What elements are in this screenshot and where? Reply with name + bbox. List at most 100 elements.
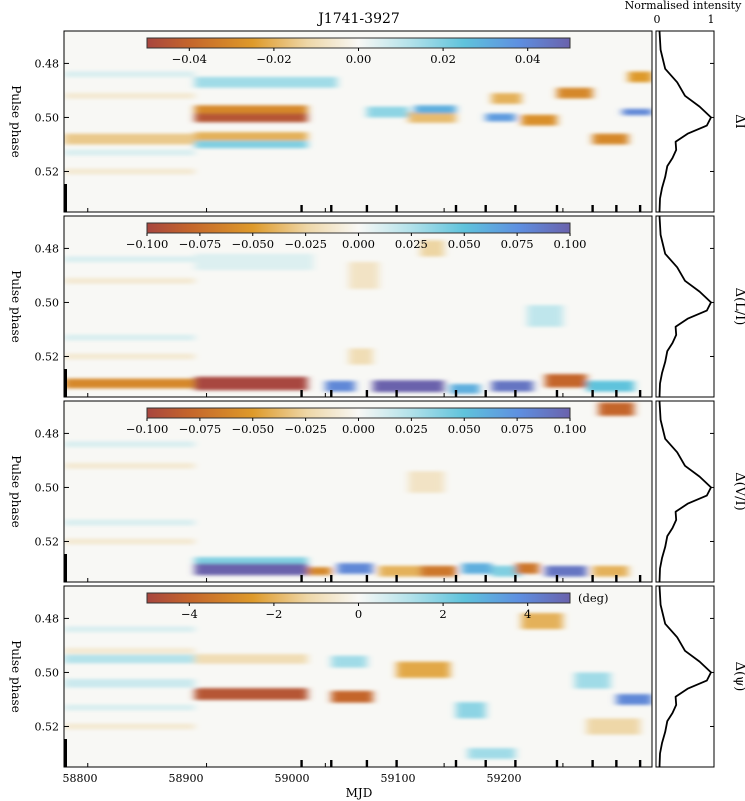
profile-tick-0: 0 bbox=[654, 13, 661, 26]
colorbar-tick-label-1: −0.02 bbox=[256, 52, 291, 66]
colorbar-tick-label-6: 0.050 bbox=[448, 237, 481, 251]
panel-delta-linear-polarisation: 0.48 0.50 0.52 Pulse phase −0.100 −0.075 −0.05… bbox=[9, 215, 745, 398]
colorbar bbox=[146, 222, 571, 234]
chart-title: J1741-3927 bbox=[316, 11, 400, 27]
heatmap-band bbox=[64, 92, 195, 99]
colorbar-tick-label-2: −0.050 bbox=[231, 237, 274, 251]
colorbar-tick-label-6: 0.050 bbox=[448, 422, 481, 436]
xtick-label-58900: 58900 bbox=[169, 772, 204, 785]
heatmap-feature-5 bbox=[491, 380, 534, 392]
colorbar-tick-label-8: 0.100 bbox=[554, 237, 587, 251]
heatmap-band bbox=[64, 334, 195, 341]
heatmap-feature-9 bbox=[521, 613, 563, 630]
profile-curve bbox=[658, 30, 712, 213]
xtick-label-59100: 59100 bbox=[381, 772, 416, 785]
profile-curve bbox=[658, 400, 712, 583]
heatmap-feature-0 bbox=[194, 112, 308, 123]
ytick-label-2: 0.52 bbox=[35, 350, 60, 363]
heatmap-band bbox=[64, 256, 195, 263]
panel-label: Δ(V/I) bbox=[732, 472, 745, 510]
heatmap-feature-3 bbox=[194, 140, 308, 149]
ytick-label-0: 0.48 bbox=[35, 612, 60, 625]
heatmap-frame bbox=[63, 400, 653, 583]
colorbar-tick-label-7: 0.075 bbox=[501, 422, 534, 436]
ytick-label-0: 0.48 bbox=[35, 427, 60, 440]
heatmap-feature-7 bbox=[491, 565, 522, 577]
profile-axis-label: Normalised intensity bbox=[625, 0, 742, 12]
heatmap-feature-3 bbox=[337, 563, 373, 574]
heatmap-feature-11 bbox=[521, 114, 557, 126]
colorbar-tick-label-3: 2 bbox=[439, 607, 446, 621]
colorbar-tick-label-5: 0.025 bbox=[395, 422, 428, 436]
y-axis-label: Pulse phase bbox=[9, 640, 23, 713]
heatmap-feature-6 bbox=[545, 374, 587, 388]
xtick-label-59000: 59000 bbox=[275, 772, 310, 785]
panel-delta-position-angle: 0.48 0.50 0.52 Pulse phase −4 −2 0 2 4 (deg) Δ(ψ) bbox=[9, 585, 745, 768]
heatmap-band bbox=[64, 538, 195, 545]
heatmap-feature-8 bbox=[467, 748, 516, 759]
colorbar-tick-label-8: 0.100 bbox=[554, 422, 587, 436]
heatmap-band bbox=[64, 626, 195, 633]
profile-frame bbox=[655, 30, 715, 213]
panel-delta-intensity: 0.48 0.50 0.52 Pulse phase −0.04 −0.02 0.00 0.0… bbox=[9, 30, 745, 213]
heatmap-band bbox=[64, 441, 195, 448]
heatmap-feature-14 bbox=[622, 108, 652, 116]
heatmap-delta-position-angle bbox=[64, 613, 652, 759]
heatmap-band bbox=[64, 353, 195, 360]
heatmap-feature-15 bbox=[628, 71, 652, 83]
heatmap-feature-1 bbox=[194, 654, 308, 664]
heatmap-band bbox=[64, 462, 195, 469]
heatmap-feature-6 bbox=[396, 661, 451, 678]
colorbar-tick-label-1: −2 bbox=[265, 607, 282, 621]
colorbar-tick-label-0: −4 bbox=[181, 607, 198, 621]
colorbar-tick-label-2: −0.050 bbox=[231, 422, 274, 436]
heatmap-feature-3 bbox=[372, 380, 445, 393]
heatmap-band bbox=[64, 704, 195, 711]
colorbar-tick-label-1: −0.075 bbox=[179, 422, 222, 436]
heatmap-feature-11 bbox=[598, 402, 635, 416]
heatmap-feature-10 bbox=[349, 348, 373, 365]
heatmap-feature-9 bbox=[485, 113, 516, 122]
heatmap-feature-10 bbox=[574, 672, 611, 689]
heatmap-feature-12 bbox=[586, 718, 641, 735]
heatmap-feature-4 bbox=[378, 565, 421, 577]
colorbar-tick-label-5: 0.025 bbox=[395, 237, 428, 251]
colorbar-unit: (deg) bbox=[578, 591, 609, 605]
colorbar bbox=[146, 37, 571, 49]
heatmap-feature-10 bbox=[491, 93, 522, 104]
ytick-label-1: 0.50 bbox=[35, 481, 60, 494]
heatmap-feature-10 bbox=[592, 565, 629, 577]
colorbar bbox=[146, 407, 571, 419]
colorbar-tick-label-3: −0.025 bbox=[284, 237, 327, 251]
colorbar-tick-label-3: −0.025 bbox=[284, 422, 327, 436]
ytick-label-2: 0.52 bbox=[35, 535, 60, 548]
heatmap-feature-6 bbox=[461, 563, 492, 574]
ytick-label-2: 0.52 bbox=[35, 720, 60, 733]
heatmap-feature-8 bbox=[515, 563, 540, 574]
heatmap-feature-12 bbox=[408, 471, 445, 493]
heatmap-feature-5 bbox=[420, 565, 456, 577]
colorbar bbox=[146, 592, 571, 604]
heatmap-feature-12 bbox=[556, 87, 593, 99]
heatmap-feature-2 bbox=[194, 132, 308, 141]
colorbar-tick-label-0: −0.100 bbox=[126, 422, 169, 436]
heatmap-feature-1 bbox=[194, 376, 308, 391]
heatmap-feature-2 bbox=[325, 380, 356, 392]
colorbar-tick-label-4: 0.04 bbox=[515, 52, 541, 66]
heatmap-feature-9 bbox=[349, 261, 379, 289]
panel-label: Δ(ψ) bbox=[732, 662, 745, 692]
ytick-label-1: 0.50 bbox=[35, 296, 60, 309]
heatmap-feature-5 bbox=[331, 655, 367, 668]
heatmap-frame bbox=[63, 215, 653, 398]
heatmap-feature-2 bbox=[307, 567, 332, 576]
heatmap-feature-4 bbox=[64, 133, 195, 145]
colorbar-tick-label-0: −0.04 bbox=[172, 52, 207, 66]
profile-tick-1: 1 bbox=[708, 13, 715, 26]
colorbar-tick-label-4: 4 bbox=[524, 607, 531, 621]
heatmap-feature-6 bbox=[366, 106, 409, 118]
ytick-label-0: 0.48 bbox=[35, 242, 60, 255]
ytick-label-1: 0.50 bbox=[35, 666, 60, 679]
xtick-label-59200: 59200 bbox=[487, 772, 522, 785]
heatmap-delta-intensity bbox=[64, 71, 652, 175]
